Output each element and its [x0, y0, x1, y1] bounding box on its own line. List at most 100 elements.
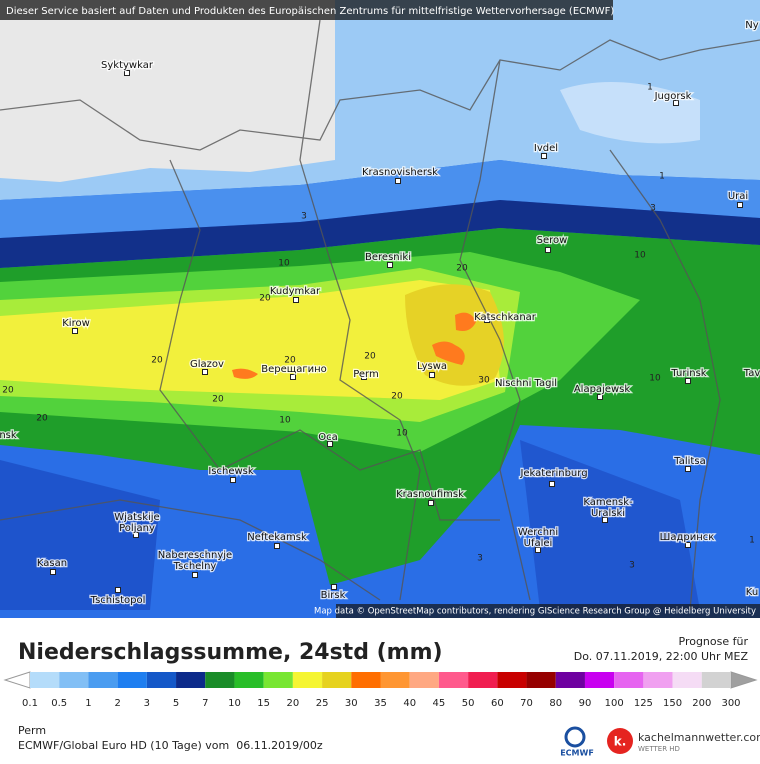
ecmwf-logo: ECMWF: [560, 749, 594, 758]
legend-tick-label: 7: [202, 698, 208, 709]
city-dot: [541, 153, 547, 159]
city-dot: [133, 532, 139, 538]
forecast-label: Prognose für: [679, 635, 749, 648]
legend-tick-label: 150: [663, 698, 682, 709]
city-label: Kirow: [62, 318, 90, 329]
city-dot: [274, 543, 280, 549]
city-dot: [428, 500, 434, 506]
city-dot: [72, 328, 78, 334]
legend-tick-label: 80: [549, 698, 562, 709]
legend-swatch: [643, 672, 673, 688]
legend-swatch: [263, 672, 293, 688]
contour-label: 20: [151, 356, 163, 366]
legend-swatch: [497, 672, 527, 688]
city-dot: [549, 481, 555, 487]
contour-label: 20: [391, 392, 403, 402]
forecast-time: Do. 07.11.2019, 22:00 Uhr MEZ: [574, 650, 749, 663]
legend-swatch: [146, 672, 177, 688]
legend-tick-label: 45: [433, 698, 446, 709]
legend: 0.1 0.5 1 2 3 5 7 10 15 20 25 30 35 40 45 50 60 70 80 90 100…: [3, 671, 758, 709]
site-mark: k.: [614, 735, 627, 749]
city-dot: [501, 380, 507, 386]
legend-tick-label: 30: [345, 698, 358, 709]
legend-swatch: [117, 672, 147, 688]
city-dot: [50, 569, 56, 575]
city-labels: Syktywkar Jugorsk Ivdel Krasnovishersk Urai S…: [0, 19, 760, 608]
legend-arrow-high: [730, 671, 758, 689]
legend-swatch: [88, 672, 118, 688]
legend-tick-label: 200: [692, 698, 711, 709]
site-sub: WETTER HD: [638, 745, 680, 753]
city-dot: [484, 317, 490, 323]
legend-swatch: [555, 672, 585, 688]
legend-tick-label: 5: [173, 698, 179, 709]
map: Syktywkar Jugorsk Ivdel Krasnovishersk Urai S…: [0, 0, 760, 618]
city-label: Urai: [728, 191, 748, 202]
location: Perm: [18, 724, 46, 737]
title: Niederschlagssumme, 24std (mm): [18, 640, 443, 665]
legend-tick-label: 50: [462, 698, 475, 709]
legend-tick-label: 40: [403, 698, 416, 709]
legend-tick-label: 25: [316, 698, 329, 709]
city-label: Alapajewsk: [574, 384, 631, 395]
legend-arrow-low: [3, 671, 31, 689]
city-label: Ku: [746, 587, 758, 598]
city-label: Ufalei: [524, 538, 553, 549]
legend-tick-label: 2: [114, 698, 120, 709]
legend-swatch: [701, 672, 731, 688]
city-label: Ischewsk: [208, 466, 254, 477]
legend-swatch: [380, 672, 410, 688]
city-dot: [327, 441, 333, 447]
contour-label: 1: [659, 172, 665, 182]
legend-swatch: [30, 672, 60, 688]
legend-tick-label: 35: [374, 698, 387, 709]
city-label: Ny: [745, 20, 758, 31]
legend-tick-label: 20: [287, 698, 300, 709]
city-label: Uralski: [591, 508, 625, 519]
city-label: Glazov: [190, 359, 224, 370]
city-label: Kamensk-: [583, 497, 633, 508]
city-label: Верещагино: [261, 364, 326, 375]
city-dot: [202, 369, 208, 375]
city-label: Turinsk: [670, 368, 706, 379]
city-label: Ivdel: [534, 143, 558, 154]
contour-label: 10: [278, 259, 290, 269]
city-label: Poljany: [119, 523, 155, 534]
city-dot: [685, 378, 691, 384]
legend-swatch: [672, 672, 702, 688]
contour-label: 20: [259, 294, 271, 304]
contour-label: 10: [649, 374, 661, 384]
city-dot: [602, 517, 608, 523]
legend-tick-label: 10: [228, 698, 241, 709]
city-label: Talitsa: [673, 456, 705, 467]
city-label: Jugorsk: [654, 91, 692, 102]
legend-swatch: [438, 672, 469, 688]
legend-tick-label: 300: [721, 698, 740, 709]
city-dot: [545, 247, 551, 253]
site-logo: kachelmannwetter.com: [638, 731, 760, 744]
legend-swatch: [234, 672, 264, 688]
contour-label: 20: [364, 352, 376, 362]
city-dot: [387, 262, 393, 268]
city-dot: [230, 477, 236, 483]
city-label: Lyswa: [417, 361, 447, 372]
contour-label: 3: [301, 212, 307, 222]
city-label: Oca: [318, 432, 338, 443]
city-dot: [429, 372, 435, 378]
city-label: Beresniki: [365, 252, 411, 263]
city-label: Tschelny: [173, 561, 217, 572]
city-label: Katschkanar: [474, 312, 537, 323]
city-label: Tav: [743, 368, 760, 379]
city-label: Werchni: [518, 527, 558, 538]
city-dot: [685, 466, 691, 472]
city-dot: [293, 297, 299, 303]
legend-tick-label: 60: [491, 698, 504, 709]
city-label: Neftekamsk: [247, 532, 307, 543]
contour-label: 1: [749, 536, 755, 546]
legend-swatch: [468, 672, 498, 688]
city-label: Nischni Tagil: [495, 378, 557, 389]
contour-labels: 1 1 3 3 10 10 20 20 20 20 20 20 20 20 20 30 10 10 10 3 3 1: [2, 83, 755, 571]
city-label: Wjatskije: [114, 512, 159, 523]
model-run: ECMWF/Global Euro HD (10 Tage) vom 06.11…: [18, 739, 323, 752]
